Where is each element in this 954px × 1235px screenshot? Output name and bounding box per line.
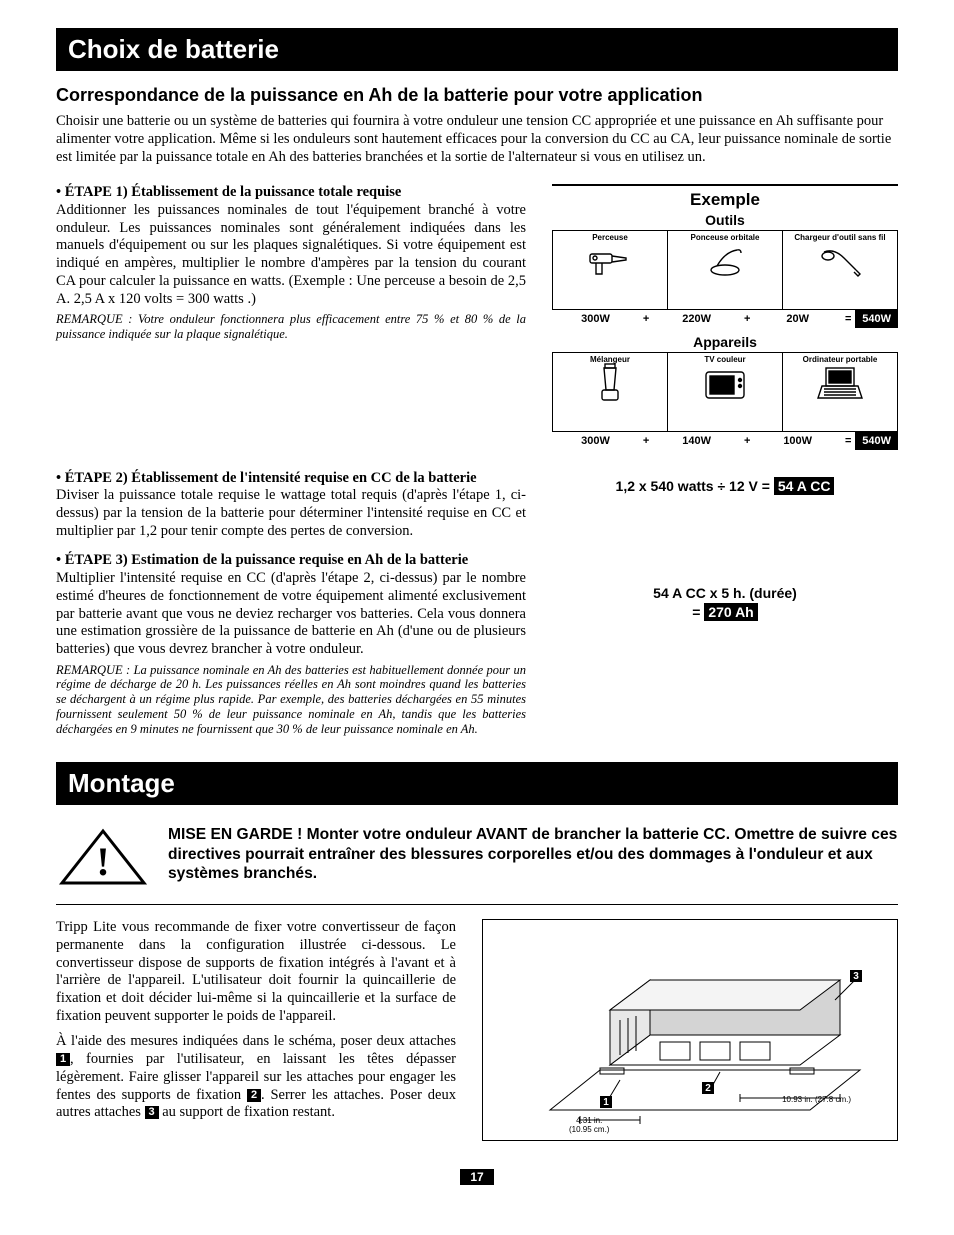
calc-step3: 54 A CC x 5 h. (durée) = 270 Ah — [552, 584, 898, 622]
calc-step3-line1: 54 A CC x 5 h. (durée) — [653, 585, 797, 601]
device-charger: Chargeur d'outil sans fil — [783, 231, 897, 309]
device-tv: TV couleur — [668, 353, 783, 431]
example-group-appliances: Appareils Mélangeur TV couleur — [552, 334, 898, 450]
charger-icon — [813, 242, 867, 282]
laptop-icon — [813, 364, 867, 404]
section-bar-battery: Choix de batterie — [56, 28, 898, 71]
tools-total: 540W — [855, 310, 898, 328]
equals-icon: = — [841, 435, 855, 447]
sum-cell: 100W — [754, 432, 841, 450]
sum-cell: 220W — [653, 310, 740, 328]
step-3-body: Multiplier l'intensité requise en CC (d'… — [56, 570, 526, 657]
battery-columns: • ÉTAPE 1) Établissement de la puissance… — [56, 184, 898, 754]
plus-icon: + — [740, 435, 754, 447]
sum-cell: 300W — [552, 310, 639, 328]
device-drill: Perceuse — [553, 231, 668, 309]
plus-icon: + — [740, 313, 754, 325]
section-bar-mounting: Montage — [56, 762, 898, 805]
device-label: Chargeur d'outil sans fil — [794, 231, 885, 242]
step-1: • ÉTAPE 1) Établissement de la puissance… — [56, 184, 526, 308]
dim-label-1: 4.31 in. (10.95 cm.) — [569, 1116, 609, 1134]
tv-icon — [698, 364, 752, 404]
mounting-diagram: 1 2 3 4.31 in. (10.95 cm.) 10.93 in. (27… — [482, 919, 898, 1141]
svg-text:!: ! — [96, 839, 109, 884]
sum-cell: 20W — [754, 310, 841, 328]
step-2: • ÉTAPE 2) Établissement de l'intensité … — [56, 470, 526, 541]
tools-sum-row: 300W + 220W + 20W = 540W — [552, 309, 898, 328]
calc-step2-prefix: 1,2 x 540 watts ÷ 12 V = — [616, 478, 770, 494]
sum-cell: 300W — [552, 432, 639, 450]
device-label: Perceuse — [592, 231, 628, 242]
step-2-body: Diviser la puissance totale requise le w… — [56, 487, 526, 538]
example-group-tools: Outils Perceuse Ponceuse orbitale — [552, 212, 898, 328]
group-title-tools: Outils — [552, 212, 898, 228]
appliance-total: 540W — [855, 432, 898, 450]
calc-step3-eq: = — [692, 604, 700, 620]
warning-text: MISE EN GARDE ! Monter votre onduleur AV… — [168, 825, 898, 883]
step-3-remark: REMARQUE : La puissance nominale en Ah d… — [56, 663, 526, 737]
appliance-sum-row: 300W + 140W + 100W = 540W — [552, 431, 898, 450]
calc-step2: 1,2 x 540 watts ÷ 12 V = 54 A CC — [552, 478, 898, 494]
step-1-remark: REMARQUE : Votre onduleur fonctionnera p… — [56, 312, 526, 342]
plus-icon: + — [639, 435, 653, 447]
device-label: TV couleur — [704, 353, 745, 364]
equals-icon: = — [841, 313, 855, 325]
steps-column: • ÉTAPE 1) Établissement de la puissance… — [56, 184, 526, 754]
calc-step3-result: 270 Ah — [704, 603, 757, 621]
calc-step2-result: 54 A CC — [774, 477, 835, 495]
dim-label-2: 10.93 in. (27.8 cm.) — [782, 1095, 851, 1104]
mounting-p2-a: À l'aide des mesures indiquées dans le s… — [56, 1033, 456, 1049]
svg-text:2: 2 — [705, 1083, 711, 1094]
sander-icon — [698, 242, 752, 282]
example-title: Exemple — [552, 184, 898, 210]
step-1-body: Additionner les puissances nominales de … — [56, 202, 526, 306]
page-number: 17 — [460, 1169, 494, 1185]
svg-text:1: 1 — [603, 1097, 609, 1108]
step-3: • ÉTAPE 3) Estimation de la puissance re… — [56, 552, 526, 658]
group-title-appliances: Appareils — [552, 334, 898, 350]
battery-subtitle: Correspondance de la puissance en Ah de … — [56, 85, 898, 106]
mounting-p1: Tripp Lite vous recommande de fixer votr… — [56, 919, 456, 1025]
device-label: Ordinateur portable — [803, 353, 878, 364]
plus-icon: + — [639, 313, 653, 325]
mounting-columns: Tripp Lite vous recommande de fixer votr… — [56, 919, 898, 1141]
warning-block: ! MISE EN GARDE ! Monter votre onduleur … — [56, 819, 898, 905]
device-blender: Mélangeur — [553, 353, 668, 431]
mounting-p2: À l'aide des mesures indiquées dans le s… — [56, 1033, 456, 1121]
blender-icon — [583, 364, 637, 404]
chip-1: 1 — [56, 1053, 70, 1066]
step-2-title: • ÉTAPE 2) Établissement de l'intensité … — [56, 470, 477, 486]
device-sander: Ponceuse orbitale — [668, 231, 783, 309]
step-1-title: • ÉTAPE 1) Établissement de la puissance… — [56, 184, 401, 200]
step-3-title: • ÉTAPE 3) Estimation de la puissance re… — [56, 552, 468, 568]
device-label: Ponceuse orbitale — [691, 231, 760, 242]
drill-icon — [583, 242, 637, 282]
device-laptop: Ordinateur portable — [783, 353, 897, 431]
svg-text:3: 3 — [853, 971, 859, 982]
example-column: Exemple Outils Perceuse Ponceuse orbital… — [552, 184, 898, 754]
warning-icon: ! — [56, 825, 150, 894]
chip-3: 3 — [145, 1106, 159, 1119]
sum-cell: 140W — [653, 432, 740, 450]
battery-intro: Choisir une batterie ou un système de ba… — [56, 112, 898, 166]
mounting-text: Tripp Lite vous recommande de fixer votr… — [56, 919, 456, 1141]
chip-2: 2 — [247, 1089, 261, 1102]
mounting-p2-d: au support de fixation restant. — [159, 1104, 335, 1120]
